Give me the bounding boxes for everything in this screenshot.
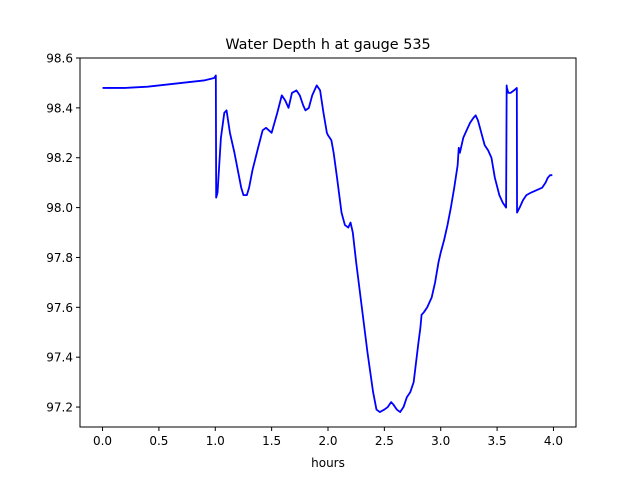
x-tick-label: 0.0 (93, 434, 112, 448)
y-tick-label: 97.2 (46, 401, 73, 415)
y-tick-label: 97.8 (46, 251, 73, 265)
y-tick-label: 98.0 (46, 201, 73, 215)
y-tick-label: 98.4 (46, 101, 73, 115)
y-tick-label: 98.6 (46, 52, 73, 66)
x-tick-label: 2.5 (375, 434, 394, 448)
x-tick-label: 1.5 (262, 434, 281, 448)
series-line (102, 74, 553, 413)
x-tick-label: 0.5 (149, 434, 168, 448)
x-tick-label: 3.0 (431, 434, 450, 448)
chart-title: Water Depth h at gauge 535 (225, 37, 430, 53)
x-tick-label: 1.0 (206, 434, 225, 448)
x-tick-label: 4.0 (544, 434, 563, 448)
y-tick-label: 97.4 (46, 351, 73, 365)
y-tick-label: 97.6 (46, 301, 73, 315)
plot-frame (79, 57, 577, 428)
x-axis-label: hours (311, 456, 345, 470)
y-axis: 97.2 97.4 97.6 97.8 98.0 98.2 98.4 98.6 (46, 52, 80, 415)
x-axis: 0.0 0.5 1.0 1.5 2.0 2.5 3.0 3.5 4.0 (93, 427, 563, 448)
x-tick-label: 2.0 (318, 434, 337, 448)
y-tick-label: 98.2 (46, 151, 73, 165)
x-tick-label: 3.5 (488, 434, 507, 448)
